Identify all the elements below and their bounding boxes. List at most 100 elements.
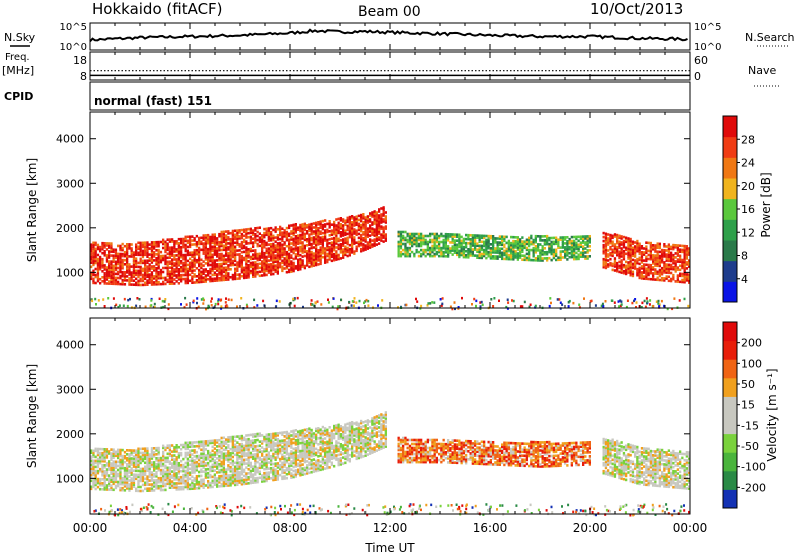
heatmap-cell: [265, 269, 268, 273]
heatmap-cell: [192, 299, 195, 303]
heatmap-cell: [126, 271, 129, 274]
heatmap-cell: [189, 235, 192, 238]
heatmap-cell: [110, 268, 113, 271]
heatmap-cell: [157, 266, 160, 270]
heatmap-cell: [238, 437, 241, 440]
heatmap-cell: [198, 264, 201, 268]
heatmap-cell: [220, 242, 223, 246]
heatmap-cell: [135, 467, 138, 470]
heatmap-cell: [505, 247, 508, 251]
heatmap-cell: [357, 228, 360, 232]
heatmap-cell: [444, 245, 447, 248]
heatmap-cell: [177, 445, 180, 449]
heatmap-cell: [582, 237, 585, 240]
heatmap-cell: [150, 247, 154, 250]
heatmap-cell: [415, 297, 417, 301]
heatmap-cell: [555, 242, 558, 246]
heatmap-cell: [247, 270, 250, 273]
heatmap-cell: [667, 279, 670, 283]
heatmap-cell: [150, 251, 154, 254]
heatmap-cell: [141, 457, 145, 461]
heatmap-cell: [121, 272, 124, 276]
heatmap-cell: [290, 266, 293, 269]
heatmap-cell: [274, 268, 277, 271]
heatmap-cell: [155, 275, 158, 278]
heatmap-cell: [279, 225, 282, 229]
heatmap-cell: [157, 446, 160, 450]
heatmap-cell: [433, 248, 436, 252]
heatmap-cell: [101, 463, 104, 467]
heatmap-cell: [92, 449, 95, 453]
heatmap-cell: [121, 242, 124, 246]
heatmap-cell: [618, 242, 621, 246]
heatmap-cell: [635, 306, 637, 309]
heatmap-cell: [191, 261, 194, 264]
heatmap-cell: [175, 472, 178, 475]
heatmap-cell: [473, 297, 476, 301]
heatmap-cell: [326, 244, 329, 248]
heatmap-cell: [604, 300, 607, 303]
heatmap-cell: [469, 242, 472, 245]
heatmap-cell: [211, 237, 214, 241]
heatmap-cell: [105, 454, 109, 457]
heatmap-cell: [279, 265, 282, 269]
heatmap-cell: [137, 275, 140, 279]
heatmap-cell: [586, 245, 589, 248]
heatmap-cell: [184, 441, 187, 445]
heatmap-cell: [135, 451, 138, 454]
heatmap-cell: [220, 470, 223, 474]
heatmap-cell: [537, 259, 540, 262]
heatmap-cell: [231, 275, 234, 279]
heatmap-cell: [604, 240, 608, 244]
heatmap-cell: [572, 301, 575, 305]
heatmap-cell: [110, 246, 113, 249]
heatmap-cell: [231, 459, 234, 463]
heatmap-cell: [119, 248, 122, 252]
heatmap-cell: [339, 233, 342, 236]
heatmap-cell: [148, 483, 151, 486]
heatmap-cell: [114, 474, 118, 478]
heatmap-cell: [110, 478, 113, 481]
heatmap-cell: [353, 250, 356, 253]
heatmap-cell: [404, 238, 407, 242]
heatmap-cell: [299, 259, 302, 263]
heatmap-cell: [656, 278, 659, 282]
heatmap-cell: [94, 255, 97, 259]
heatmap-cell: [135, 487, 138, 491]
heatmap-cell: [276, 258, 279, 261]
heatmap-cell: [308, 261, 311, 265]
heatmap-cell: [211, 475, 214, 479]
colorbar-tick-label: 20: [741, 180, 755, 193]
heatmap-cell: [112, 478, 115, 482]
heatmap-cell: [568, 237, 571, 241]
heatmap-cell: [458, 253, 461, 257]
heatmap-cell: [186, 481, 189, 485]
heatmap-cell: [204, 238, 207, 241]
heatmap-cell: [207, 449, 210, 453]
heatmap-cell: [420, 252, 423, 256]
heatmap-cell: [168, 256, 171, 259]
heatmap-cell: [288, 258, 291, 262]
heatmap-cell: [297, 254, 300, 258]
heatmap-cell: [231, 249, 234, 253]
heatmap-cell: [289, 301, 292, 305]
heatmap-cell: [126, 243, 129, 246]
heatmap-cell: [119, 448, 122, 452]
heatmap-cell: [672, 243, 675, 247]
heatmap-cell: [577, 239, 580, 243]
heatmap-cell: [293, 304, 296, 308]
heatmap-cell: [128, 277, 131, 280]
heatmap-cell: [600, 304, 603, 308]
heatmap-cell: [652, 246, 655, 249]
heatmap-cell: [112, 454, 115, 457]
heatmap-cell: [620, 255, 623, 258]
heatmap-cell: [290, 246, 293, 249]
heatmap-cell: [195, 454, 198, 458]
heatmap-cell: [285, 262, 288, 266]
heatmap-cell: [119, 260, 122, 264]
heatmap-cell: [577, 255, 580, 259]
heatmap-cell: [303, 222, 306, 226]
heatmap-cell: [166, 280, 169, 284]
heatmap-cell: [159, 472, 163, 476]
heatmap-cell: [198, 262, 201, 266]
